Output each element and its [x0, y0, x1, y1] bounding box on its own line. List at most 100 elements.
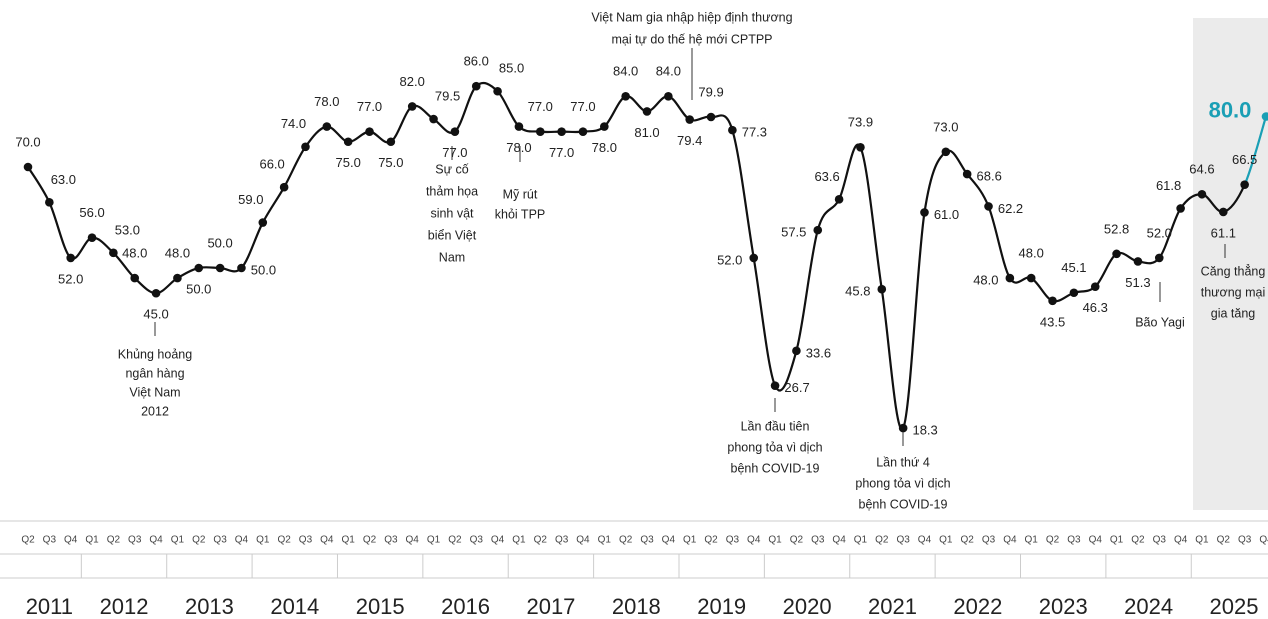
point: [279, 182, 289, 192]
x-tick-label: Q4: [918, 535, 932, 546]
value-label: 48.0: [1019, 246, 1044, 261]
x-tick-label: Q2: [448, 535, 462, 546]
annotation: Việt Nam gia nhập hiệp định thương: [591, 10, 792, 24]
value-label: 79.4: [677, 133, 702, 148]
point: [621, 92, 630, 101]
x-tick-label: Q1: [1195, 535, 1209, 546]
x-tick-label: Q4: [1089, 535, 1103, 546]
value-label: 73.0: [933, 119, 958, 134]
x-tick-label: Q2: [107, 535, 121, 546]
point: [109, 248, 118, 258]
x-tick-label: Q4: [832, 535, 846, 546]
point: [1240, 180, 1249, 189]
year-label: 2018: [612, 594, 661, 619]
value-label: 48.0: [165, 246, 190, 261]
value-label: 75.0: [378, 155, 403, 170]
x-tick-label: Q1: [512, 535, 526, 546]
value-label: 77.0: [570, 99, 595, 114]
point: [1090, 282, 1100, 291]
x-tick-label: Q1: [598, 535, 612, 546]
value-label: 45.0: [143, 307, 168, 322]
value-label: 82.0: [400, 74, 425, 89]
x-tick-label: Q3: [43, 535, 57, 546]
value-label: 50.0: [186, 281, 211, 296]
point: [1069, 288, 1079, 298]
point: [1261, 112, 1268, 121]
x-tick-label: Q2: [277, 535, 291, 546]
point: [1005, 273, 1015, 283]
x-tick-label: Q2: [534, 535, 548, 546]
value-label: 77.0: [528, 99, 553, 114]
value-label: 48.0: [973, 273, 998, 288]
x-tick-label: Q2: [363, 535, 377, 546]
x-tick-label: Q4: [320, 535, 334, 546]
highlight-band: [1193, 18, 1268, 510]
point: [23, 162, 33, 172]
point: [600, 122, 609, 131]
annotation: ngân hàng: [125, 366, 184, 380]
point: [877, 284, 887, 294]
x-tick-label: Q1: [427, 535, 441, 546]
value-label: 56.0: [79, 205, 104, 220]
x-tick-label: Q4: [64, 535, 78, 546]
x-tick-label: Q2: [961, 535, 975, 546]
year-label: 2011: [26, 594, 73, 619]
value-label: 70.0: [15, 134, 40, 149]
x-tick-label: Q4: [1259, 535, 1268, 546]
point: [386, 137, 396, 147]
x-tick-label: Q2: [1131, 535, 1145, 546]
annotation: sinh vật: [430, 206, 474, 220]
annotation: thương mại: [1201, 285, 1266, 299]
point: [685, 115, 694, 124]
point: [343, 137, 353, 147]
year-label: 2022: [953, 594, 1002, 619]
year-label: 2025: [1210, 594, 1259, 619]
point: [728, 125, 737, 135]
annotation: Bão Yagi: [1135, 315, 1185, 329]
x-tick-label: Q1: [85, 535, 99, 546]
x-tick-label: Q3: [982, 535, 996, 546]
annotation: Sự cố: [435, 162, 468, 176]
value-label: 51.3: [1125, 275, 1150, 290]
x-tick-label: Q3: [1067, 535, 1081, 546]
x-tick-label: Q3: [1238, 535, 1252, 546]
x-tick-label: Q1: [939, 535, 953, 546]
x-tick-label: Q3: [470, 535, 484, 546]
x-tick-label: Q3: [726, 535, 740, 546]
value-label: 85.0: [499, 61, 524, 76]
annotation: Căng thẳng: [1201, 263, 1266, 278]
value-label: 26.7: [784, 380, 809, 395]
x-tick-label: Q1: [256, 535, 270, 546]
value-label: 61.0: [934, 207, 959, 222]
value-label: 50.0: [207, 235, 232, 250]
value-label: 84.0: [656, 64, 681, 79]
point: [407, 102, 417, 111]
point: [578, 127, 588, 136]
point: [301, 142, 310, 152]
value-label: 48.0: [122, 246, 147, 261]
x-tick-label: Q1: [1110, 535, 1124, 546]
value-label: 53.0: [115, 222, 140, 237]
value-label: 33.6: [806, 345, 831, 360]
value-label: 43.5: [1040, 314, 1065, 329]
year-label: 2020: [783, 594, 832, 619]
value-label: 63.6: [814, 169, 839, 184]
x-tick-label: Q3: [811, 535, 825, 546]
value-label: 78.0: [314, 94, 339, 109]
x-tick-label: Q3: [128, 535, 142, 546]
value-label: 79.5: [435, 88, 460, 103]
year-label: 2012: [100, 594, 149, 619]
annotation: khỏi TPP: [495, 207, 546, 221]
annotation: phong tỏa vì dịch: [727, 440, 822, 454]
point: [642, 107, 652, 116]
point: [984, 202, 993, 211]
x-tick-label: Q4: [406, 535, 420, 546]
year-label: 2016: [441, 594, 490, 619]
x-tick-label: Q4: [1003, 535, 1017, 546]
x-tick-label: Q4: [747, 535, 761, 546]
point: [770, 381, 780, 390]
point: [898, 423, 908, 433]
x-tick-label: Q2: [21, 535, 35, 546]
value-label: 84.0: [613, 64, 638, 79]
point: [471, 81, 481, 91]
